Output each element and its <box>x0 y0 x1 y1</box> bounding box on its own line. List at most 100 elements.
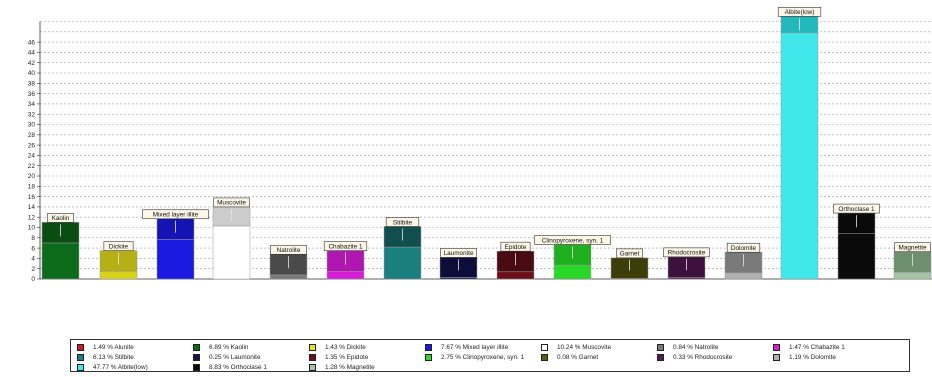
legend-row: 6.13 % Stilbite 0.25 % Laumonite 1.35 % Ep… <box>77 352 905 362</box>
legend-text: 1.47 % Chabazite 1 <box>789 343 845 351</box>
legend-swatch <box>773 353 780 361</box>
y-tick-label: 18 <box>28 184 36 191</box>
bar-2 <box>99 250 138 280</box>
legend-item: 8.83 % Orthoclase 1 <box>193 363 309 371</box>
bar-label-box <box>385 217 420 227</box>
legend-swatch <box>657 343 664 351</box>
bar-label: Stilbite <box>393 219 413 226</box>
legend-item: 0.84 % Natrolite <box>657 343 773 351</box>
y-tick-label: 24 <box>28 153 36 160</box>
legend-swatch <box>309 363 316 371</box>
legend-text: 2.75 % Clinopyroxene, syn. 1 <box>441 353 525 361</box>
legend-item: 1.35 % Epidote <box>309 353 425 361</box>
bar-15 <box>837 212 876 280</box>
bar-lower-segment <box>383 246 422 280</box>
bar-label-box <box>213 197 250 208</box>
bars <box>41 16 932 280</box>
legend-text: 1.49 % Alunite <box>93 343 134 351</box>
legend-text: 10.24 % Muscovite <box>557 343 611 351</box>
legend-item: 6.13 % Stilbite <box>77 353 193 361</box>
legend-text: 0.08 % Garnet <box>557 353 599 361</box>
bar-1 <box>41 222 80 280</box>
bar-label-box <box>616 248 643 259</box>
bar-lower-segment <box>893 272 932 280</box>
y-tick-label: 10 <box>28 225 36 232</box>
y-tick-label: 36 <box>28 91 36 98</box>
legend-item: 0.08 % Garnet <box>541 353 657 361</box>
legend-item: 0.25 % Laumonite <box>193 353 309 361</box>
legend-item: 2.75 % Clinopyroxene, syn. 1 <box>425 353 541 361</box>
legend-row: 47.77 % Albite(low) 8.83 % Orthoclase 1 1.… <box>77 362 905 372</box>
bar-12 <box>667 256 706 280</box>
legend-swatch <box>309 343 316 351</box>
legend-text: 1.19 % Dolomite <box>789 353 836 361</box>
legend-swatch <box>77 353 84 361</box>
bar-label: Albite(low) <box>785 9 815 16</box>
legend-text: 6.89 % Kaolin <box>209 343 249 351</box>
bar-lower-segment <box>212 225 251 280</box>
bar-label: Dolomite <box>731 245 757 252</box>
legend-text: 1.35 % Epidote <box>325 353 369 361</box>
bar-9 <box>496 250 535 280</box>
legend-swatch <box>425 353 432 361</box>
y-tick-label: 30 <box>28 122 36 129</box>
y-tick-label: 46 <box>28 39 36 46</box>
bar-3 <box>156 218 195 280</box>
y-tick-label: 0 <box>31 276 35 283</box>
y-tick-label: 32 <box>28 111 36 118</box>
bar-label: Mixed layer illite <box>153 212 199 219</box>
bar-lower-segment <box>156 239 195 280</box>
bar-lower-segment <box>496 271 535 280</box>
legend-item: 1.47 % Chabazite 1 <box>773 343 889 351</box>
bar-label: Laumonite <box>444 250 474 257</box>
bar-label: Chabazite 1 <box>328 243 363 250</box>
bar-label-box <box>440 248 477 258</box>
legend-item: 6.89 % Kaolin <box>193 343 309 351</box>
legend-text: 8.83 % Orthoclase 1 <box>209 363 267 371</box>
bar-lower-segment <box>326 271 365 280</box>
y-tick-label: 40 <box>28 70 36 77</box>
bar-label: Magnetite <box>898 245 927 252</box>
bar-label-box <box>270 244 307 255</box>
bar-11 <box>610 257 649 280</box>
y-tick-label: 8 <box>31 235 35 242</box>
y-tick-label: 2 <box>31 266 35 273</box>
bar-label-box <box>534 235 611 245</box>
bar-label-box <box>142 209 209 220</box>
legend-item: 47.77 % Albite(low) <box>77 363 193 371</box>
y-tick-label: 22 <box>28 163 36 170</box>
bar-label-box <box>894 242 931 253</box>
legend-item: 1.49 % Alunite <box>77 343 193 351</box>
bar-14 <box>780 16 819 280</box>
legend-text: 0.84 % Natrolite <box>673 343 719 351</box>
bar-lower-segment <box>269 274 308 280</box>
legend: 1.49 % Alunite 6.89 % Kaolin 1.43 % Dickit… <box>70 339 910 372</box>
y-tick-label: 16 <box>28 194 36 201</box>
bar-lower-segment <box>780 32 819 280</box>
bar-label-box <box>726 242 761 253</box>
y-tick-label: 38 <box>28 81 36 88</box>
legend-swatch <box>773 343 780 351</box>
bar-label-box <box>103 241 134 251</box>
gridlines <box>40 21 932 280</box>
legend-swatch <box>77 363 84 371</box>
y-tick-label: 44 <box>28 50 36 57</box>
y-tick-label: 34 <box>28 101 36 108</box>
legend-swatch <box>309 353 316 361</box>
legend-text: 7.67 % Mixed layer illite <box>441 343 509 351</box>
bar-lower-segment <box>99 271 138 280</box>
bar-label: Clinopyroxene, syn. 1 <box>542 237 604 244</box>
bar-4 <box>212 206 251 280</box>
bar-lower-segment <box>41 242 80 280</box>
bar-label: Kaolin <box>52 215 70 222</box>
legend-item: 0.33 % Rhodocrosite <box>657 353 773 361</box>
legend-swatch <box>77 343 84 351</box>
bar-label-box <box>833 203 880 214</box>
legend-swatch <box>193 343 200 351</box>
bar-6 <box>326 250 365 280</box>
bar-chart: 0246810121416182022242628303234363840424… <box>28 7 932 283</box>
bar-label: Garnet <box>620 251 640 258</box>
legend-swatch <box>541 353 548 361</box>
y-tick-label: 14 <box>28 204 36 211</box>
bar-label-box <box>323 241 368 251</box>
